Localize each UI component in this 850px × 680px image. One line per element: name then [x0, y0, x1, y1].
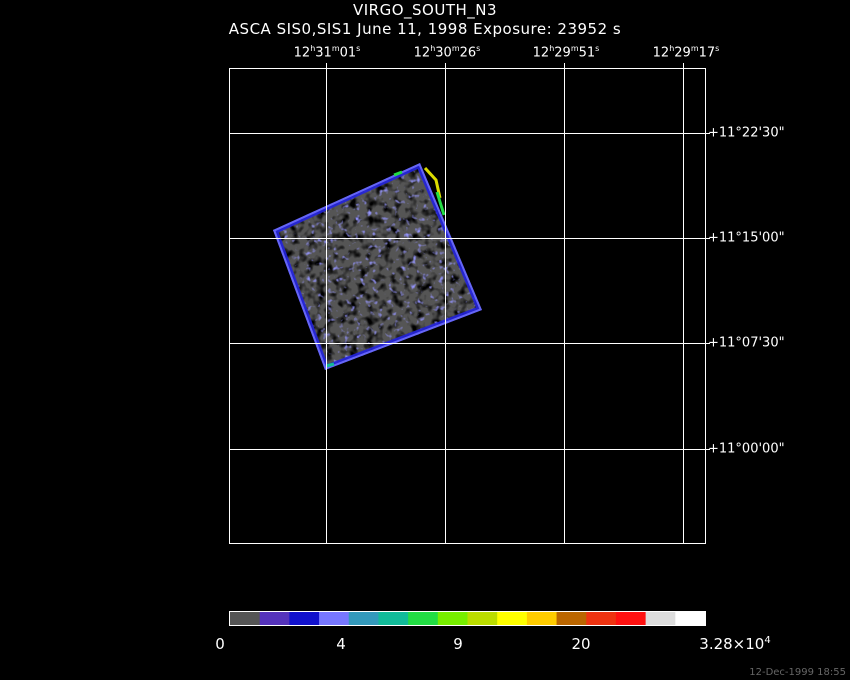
tile-edge-highlight [325, 362, 335, 368]
coordinate-grid [230, 69, 705, 543]
colorbar [230, 612, 706, 625]
colorbar-segment [289, 612, 320, 625]
colorbar-segment [259, 612, 290, 625]
colorbar-segment [497, 612, 528, 625]
colorbar-label: 20 [571, 635, 591, 653]
tile-edge-highlight [435, 191, 446, 216]
colorbar-label: 4 [336, 635, 346, 653]
colorbar-label-max: 3.28×104 [699, 635, 771, 653]
colorbar-segment [408, 612, 439, 625]
colorbar-segment [467, 612, 498, 625]
timestamp-footer: 12-Dec-1999 18:55 [749, 667, 846, 678]
colorbar-segment [586, 612, 617, 625]
colorbar-segment [526, 612, 558, 625]
colorbar-frame [229, 611, 706, 626]
colorbar-segment [319, 612, 350, 625]
ra-label: 12h31m01s [293, 44, 361, 61]
plot-frame [229, 68, 706, 544]
colorbar-segment [348, 612, 379, 625]
image-title: VIRGO_SOUTH_N3 [352, 1, 498, 19]
colorbar-label: 0 [215, 635, 225, 653]
ra-ticks [326, 63, 684, 69]
colorbar-segment [378, 612, 409, 625]
tile-edge-highlight [423, 166, 442, 199]
dec-ticks [705, 133, 710, 450]
dec-label: +11°15'00" [708, 230, 785, 246]
ra-label: 12h30m26s [413, 44, 481, 61]
colorbar-segment [675, 612, 706, 625]
colorbar-segment [556, 612, 587, 625]
colorbar-label: 9 [453, 635, 463, 653]
dec-label: +11°22'30" [708, 125, 785, 141]
ra-label: 12h29m51s [532, 44, 600, 61]
colorbar-segment [645, 612, 676, 625]
dec-label: +11°00'00" [708, 441, 785, 457]
colorbar-segment [230, 612, 261, 625]
ra-label: 12h29m17s [652, 44, 720, 61]
image-subtitle: ASCA SIS0,SIS1 June 11, 1998 Exposure: 2… [228, 20, 622, 38]
tile-edge-highlight [393, 170, 403, 177]
xray-detector-tile [273, 163, 482, 370]
dec-label: +11°07'30" [708, 335, 785, 351]
colorbar-segment [437, 612, 468, 625]
colorbar-segment [615, 612, 647, 625]
